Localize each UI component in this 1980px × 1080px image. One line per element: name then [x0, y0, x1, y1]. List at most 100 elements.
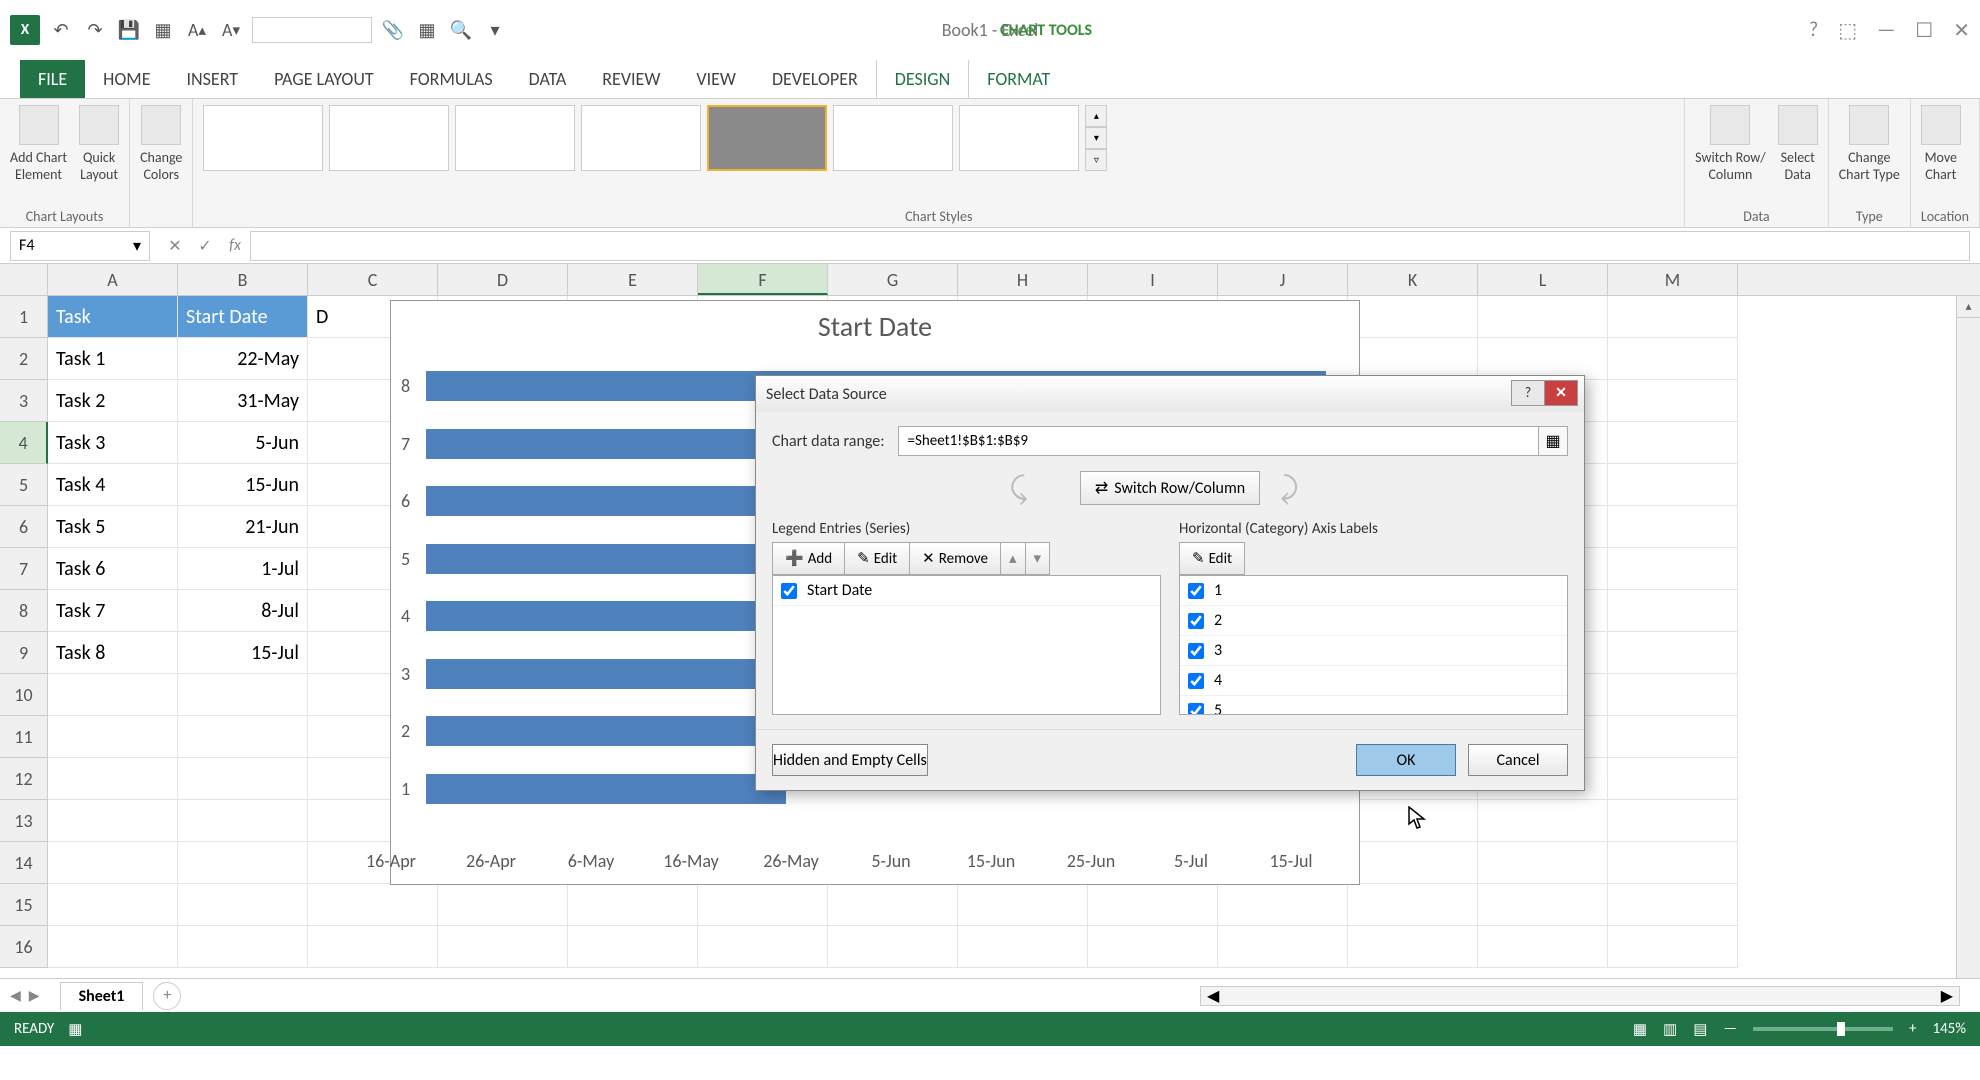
cell[interactable]	[438, 926, 568, 968]
sheet-tab-1[interactable]: Sheet1	[60, 982, 144, 1010]
cell[interactable]	[178, 758, 308, 800]
row-header-12[interactable]: 12	[0, 758, 48, 800]
style-thumb-3[interactable]	[455, 105, 575, 171]
series-checkbox[interactable]	[781, 583, 797, 599]
col-header-D[interactable]: D	[438, 264, 568, 295]
switch-row-column-dialog-button[interactable]: ⇄Switch Row/Column	[1080, 471, 1260, 505]
row-header-10[interactable]: 10	[0, 674, 48, 716]
chart-data-range-input[interactable]: =Sheet1!$B$1:$B$9	[898, 426, 1539, 456]
col-header-A[interactable]: A	[48, 264, 178, 295]
col-header-F[interactable]: F	[698, 264, 828, 295]
cell[interactable]	[1478, 926, 1608, 968]
ribbon-display-icon[interactable]: ⬚	[1838, 18, 1857, 43]
cell[interactable]	[1088, 884, 1218, 926]
cell[interactable]	[1478, 338, 1608, 380]
tab-review[interactable]: REVIEW	[584, 60, 678, 98]
font-decrease-icon[interactable]: A▾	[218, 17, 244, 43]
cell[interactable]	[1608, 674, 1738, 716]
vertical-scrollbar[interactable]: ▴	[1956, 296, 1980, 1012]
cell[interactable]	[1088, 926, 1218, 968]
list-item[interactable]: 1	[1180, 576, 1567, 606]
cell[interactable]	[1478, 296, 1608, 338]
cell[interactable]: Task 3	[48, 422, 178, 464]
col-header-J[interactable]: J	[1218, 264, 1348, 295]
change-colors-button[interactable]: Change Colors	[140, 105, 182, 183]
cell[interactable]	[698, 884, 828, 926]
tab-home[interactable]: HOME	[85, 60, 168, 98]
row-header-9[interactable]: 9	[0, 632, 48, 674]
qat-icon-4[interactable]: 🔍	[448, 17, 474, 43]
switch-row-column-button[interactable]: Switch Row/ Column	[1695, 105, 1766, 183]
col-header-G[interactable]: G	[828, 264, 958, 295]
cell[interactable]	[958, 926, 1088, 968]
style-thumb-5[interactable]	[707, 105, 827, 171]
tab-developer[interactable]: DEVELOPER	[754, 60, 876, 98]
category-checkbox[interactable]	[1188, 673, 1204, 689]
row-header-13[interactable]: 13	[0, 800, 48, 842]
col-header-K[interactable]: K	[1348, 264, 1478, 295]
cell[interactable]	[1348, 884, 1478, 926]
normal-view-icon[interactable]: ▦	[1633, 1020, 1647, 1039]
cell[interactable]	[178, 842, 308, 884]
cell[interactable]: 15-Jun	[178, 464, 308, 506]
category-checkbox[interactable]	[1188, 613, 1204, 629]
close-icon[interactable]: ✕	[1953, 18, 1970, 43]
edit-axis-labels-button[interactable]: ✎Edit	[1179, 542, 1245, 575]
cell[interactable]	[178, 926, 308, 968]
change-chart-type-button[interactable]: Change Chart Type	[1839, 105, 1900, 183]
cell[interactable]	[1608, 380, 1738, 422]
dialog-close-icon[interactable]: ✕	[1544, 380, 1578, 406]
page-layout-view-icon[interactable]: ▥	[1663, 1020, 1677, 1039]
cell[interactable]: Start Date	[178, 296, 308, 338]
edit-series-button[interactable]: ✎Edit	[844, 542, 910, 575]
col-header-H[interactable]: H	[958, 264, 1088, 295]
col-header-E[interactable]: E	[568, 264, 698, 295]
cell[interactable]	[1478, 842, 1608, 884]
hidden-empty-cells-button[interactable]: Hidden and Empty Cells	[772, 744, 928, 776]
col-header-C[interactable]: C	[308, 264, 438, 295]
row-header-14[interactable]: 14	[0, 842, 48, 884]
cell[interactable]	[1608, 296, 1738, 338]
cell[interactable]: Task 2	[48, 380, 178, 422]
row-header-11[interactable]: 11	[0, 716, 48, 758]
add-sheet-button[interactable]: +	[153, 982, 181, 1010]
style-thumb-2[interactable]	[329, 105, 449, 171]
cell[interactable]	[1608, 800, 1738, 842]
cell[interactable]	[1608, 506, 1738, 548]
gallery-spinner[interactable]: ▴▾▿	[1085, 105, 1107, 171]
formula-input[interactable]	[250, 231, 1970, 261]
remove-series-button[interactable]: ✕Remove	[909, 542, 1001, 575]
tab-file[interactable]: FILE	[20, 60, 85, 98]
quick-layout-button[interactable]: Quick Layout	[79, 105, 119, 183]
cell[interactable]	[48, 758, 178, 800]
cell[interactable]	[1608, 758, 1738, 800]
cell[interactable]	[308, 884, 438, 926]
category-checkbox[interactable]	[1188, 583, 1204, 599]
cell[interactable]: Task 1	[48, 338, 178, 380]
cell[interactable]: Task 6	[48, 548, 178, 590]
qat-icon-5[interactable]: ▾	[482, 17, 508, 43]
cell[interactable]	[48, 674, 178, 716]
cell[interactable]	[1608, 716, 1738, 758]
add-chart-element-button[interactable]: Add Chart Element	[10, 105, 67, 183]
horizontal-scrollbar[interactable]: ◀▶	[1200, 986, 1960, 1006]
qat-dropdown[interactable]	[252, 17, 372, 43]
cancel-button[interactable]: Cancel	[1468, 744, 1568, 776]
cell[interactable]	[1348, 842, 1478, 884]
cell[interactable]	[1608, 422, 1738, 464]
tab-insert[interactable]: INSERT	[168, 60, 256, 98]
tab-data[interactable]: DATA	[511, 60, 585, 98]
cancel-formula-icon[interactable]: ✕	[160, 236, 190, 256]
undo-icon[interactable]: ↶	[48, 17, 74, 43]
cell[interactable]: Task 4	[48, 464, 178, 506]
cell[interactable]: 22-May	[178, 338, 308, 380]
cell[interactable]	[1608, 590, 1738, 632]
cell[interactable]	[48, 926, 178, 968]
col-header-I[interactable]: I	[1088, 264, 1218, 295]
category-checkbox[interactable]	[1188, 703, 1204, 716]
move-chart-button[interactable]: Move Chart	[1921, 105, 1961, 183]
row-header-5[interactable]: 5	[0, 464, 48, 506]
cell[interactable]	[1478, 884, 1608, 926]
row-header-7[interactable]: 7	[0, 548, 48, 590]
font-increase-icon[interactable]: A▴	[184, 17, 210, 43]
